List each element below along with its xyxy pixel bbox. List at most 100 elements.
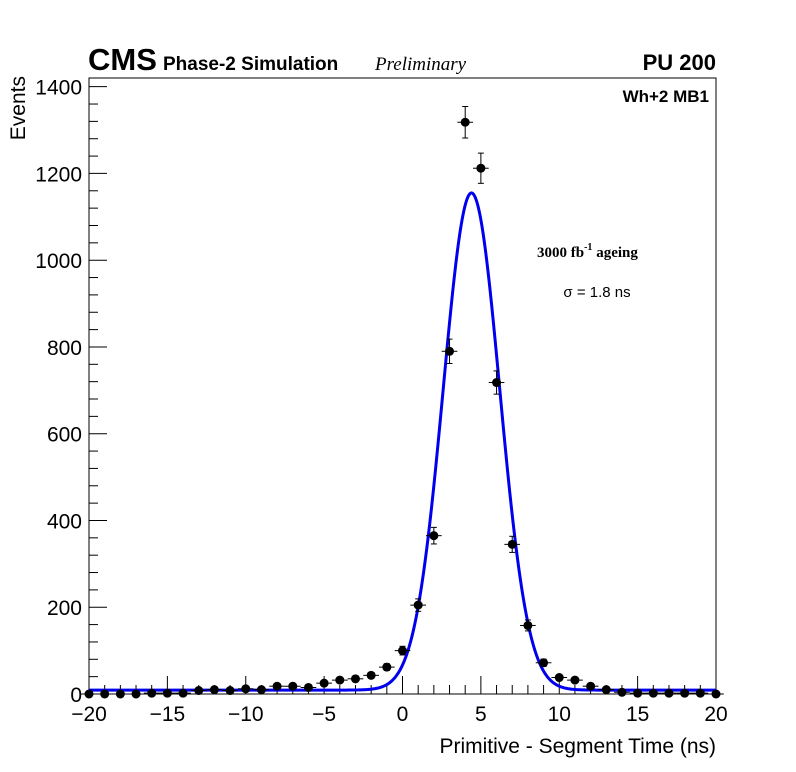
data-point — [426, 526, 442, 545]
data-marker — [382, 662, 392, 672]
pileup-label: PU 200 — [643, 50, 716, 75]
data-marker — [366, 670, 376, 680]
data-point — [708, 689, 724, 699]
data-marker — [131, 689, 141, 699]
data-point — [473, 152, 489, 184]
y-tick-label: 0 — [70, 684, 82, 707]
data-point — [441, 338, 458, 364]
data-point — [300, 682, 317, 692]
data-marker — [147, 688, 157, 698]
data-marker — [554, 673, 564, 683]
phase2-simulation-label: Phase-2 Simulation — [163, 54, 338, 75]
data-marker — [445, 346, 455, 356]
data-marker — [241, 684, 251, 694]
data-point — [316, 678, 332, 688]
data-marker — [178, 688, 188, 698]
data-marker — [115, 689, 125, 699]
ageing-exponent: -1 — [584, 242, 592, 253]
data-marker — [303, 682, 313, 692]
y-axis: 0 200 400 600 800 1000 1200 1400 — [35, 77, 107, 707]
data-point — [692, 688, 709, 698]
data-point — [96, 689, 113, 699]
data-point — [363, 670, 379, 680]
data-point — [81, 689, 97, 699]
data-point — [331, 675, 348, 685]
preliminary-label: Preliminary — [374, 54, 467, 75]
data-point — [128, 689, 144, 699]
ageing-label: 3000 fb-1 ageing — [537, 242, 638, 261]
data-point — [175, 688, 191, 698]
data-marker — [680, 688, 690, 698]
data-point — [551, 673, 568, 683]
data-marker — [194, 686, 204, 696]
data-point — [661, 688, 677, 698]
data-points-layer — [81, 105, 724, 699]
x-tick-label: −5 — [312, 703, 336, 726]
x-tick-label: −20 — [71, 703, 107, 726]
data-point — [457, 105, 474, 139]
chamber-label: Wh+2 MB1 — [623, 87, 709, 106]
ageing-word: ageing — [596, 245, 638, 261]
x-tick-label: 15 — [626, 703, 649, 726]
data-marker — [523, 620, 533, 630]
data-point — [488, 370, 505, 395]
data-marker — [633, 688, 643, 698]
x-tick-label: −15 — [150, 703, 186, 726]
y-tick-label: 200 — [47, 597, 82, 620]
data-marker — [476, 163, 486, 173]
data-marker — [695, 688, 705, 698]
x-axis: −20 −15 −10 −5 0 5 10 15 20 — [71, 676, 728, 726]
data-point — [253, 685, 270, 695]
x-tick-label: 20 — [704, 703, 727, 726]
fit-curve — [89, 191, 716, 692]
data-marker — [711, 689, 721, 699]
ageing-value: 3000 fb — [537, 245, 584, 261]
resolution-label: σ = 1.8 ns — [563, 284, 630, 301]
data-marker — [601, 685, 611, 695]
y-tick-label: 1200 — [35, 163, 82, 186]
data-point — [284, 681, 301, 691]
data-marker — [84, 689, 94, 699]
cms-label: CMS — [88, 42, 157, 77]
data-point — [206, 685, 223, 695]
x-tick-label: −10 — [228, 703, 264, 726]
fit-curve-layer — [89, 191, 716, 692]
y-tick-label: 600 — [47, 424, 82, 447]
x-tick-label: 10 — [548, 703, 571, 726]
data-marker — [319, 678, 329, 688]
data-point — [629, 688, 646, 698]
data-marker — [664, 688, 674, 698]
y-tick-label: 400 — [47, 510, 82, 533]
data-point — [535, 658, 552, 668]
data-marker — [335, 675, 345, 685]
y-tick-label: 800 — [47, 337, 82, 360]
plot-frame — [88, 77, 717, 695]
data-point — [269, 681, 285, 691]
data-point — [504, 535, 521, 553]
x-axis-title: Primitive - Segment Time (ns) — [439, 735, 716, 758]
data-point — [598, 685, 615, 695]
data-marker — [429, 531, 439, 541]
data-marker — [413, 600, 423, 610]
data-marker — [209, 685, 219, 695]
data-point — [645, 688, 662, 698]
data-point — [676, 688, 693, 698]
data-point — [520, 619, 536, 632]
data-marker — [100, 689, 110, 699]
data-marker — [539, 658, 549, 668]
data-point — [143, 688, 160, 698]
data-marker — [398, 646, 407, 656]
data-point — [410, 598, 427, 612]
x-tick-label: 5 — [475, 703, 487, 726]
x-tick-label: 0 — [397, 703, 409, 726]
data-point — [582, 681, 599, 691]
data-marker — [492, 378, 502, 388]
data-marker — [507, 539, 517, 549]
data-point — [190, 686, 207, 696]
data-marker — [570, 675, 580, 685]
data-marker — [256, 685, 266, 695]
data-point — [378, 662, 395, 672]
data-marker — [272, 681, 282, 691]
data-marker — [350, 674, 360, 684]
